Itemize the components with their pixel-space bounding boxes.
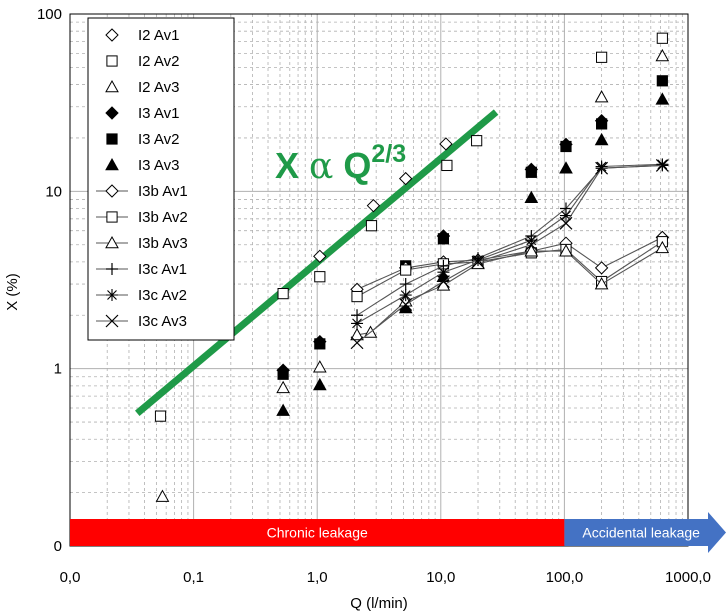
formula-alpha: α xyxy=(309,146,333,187)
data-point xyxy=(596,91,608,102)
accidental-leakage-label: Accidental leakage xyxy=(582,525,700,541)
x-tick-label: 1,0 xyxy=(307,569,328,586)
data-point xyxy=(352,291,362,301)
series-i3-av2 xyxy=(278,76,667,380)
data-point xyxy=(472,136,482,146)
formula-exponent: 2/3 xyxy=(371,140,406,168)
legend-label: I3c Av1 xyxy=(138,261,187,278)
data-point xyxy=(596,262,608,274)
data-point xyxy=(656,93,668,104)
data-point xyxy=(561,141,571,151)
series-i3b-av3 xyxy=(351,242,668,340)
data-point xyxy=(278,289,288,299)
data-point xyxy=(597,119,607,129)
data-point xyxy=(657,76,667,86)
y-tick-label: 0 xyxy=(54,538,62,555)
series-i3b-av1 xyxy=(351,231,668,295)
legend-marker xyxy=(107,212,117,222)
data-point xyxy=(400,278,412,290)
data-point xyxy=(315,272,325,282)
legend-label: I3c Av2 xyxy=(138,287,187,304)
series-i3c-av2 xyxy=(351,158,668,329)
legend-label: I3b Av2 xyxy=(138,209,188,226)
legend-label: I3b Av3 xyxy=(138,235,188,252)
legend-marker xyxy=(107,56,117,66)
data-point xyxy=(277,382,289,393)
legend-label: I2 Av3 xyxy=(138,79,179,96)
data-point xyxy=(656,50,668,61)
data-point xyxy=(155,411,165,421)
legend-label: I3 Av1 xyxy=(138,105,179,122)
data-point xyxy=(597,52,607,62)
x-tick-label: 1000,0 xyxy=(665,569,711,586)
chronic-leakage-label: Chronic leakage xyxy=(267,525,368,541)
data-point xyxy=(156,491,168,502)
data-point xyxy=(596,134,608,145)
data-point xyxy=(438,234,448,244)
legend-marker xyxy=(106,289,118,301)
legend-label: I3b Av1 xyxy=(138,183,188,200)
legend: I2 Av1 I2 Av2 I2 Av3 I3 Av1 I3 Av2 I3 Av3 I3b … xyxy=(88,18,234,340)
series-i3b-av2 xyxy=(352,237,668,302)
data-point xyxy=(596,161,608,173)
data-point xyxy=(525,192,537,203)
y-axis-label: X (%) xyxy=(4,273,21,311)
data-point xyxy=(656,158,668,170)
data-point xyxy=(277,405,289,416)
series-i3c-av3 xyxy=(351,159,668,348)
x-axis-label: Q (l/min) xyxy=(350,595,408,612)
data-point xyxy=(314,379,326,390)
x-tick-label: 10,0 xyxy=(426,569,455,586)
x-tick-label: 0,1 xyxy=(183,569,204,586)
data-point xyxy=(278,369,288,379)
data-point xyxy=(351,317,363,329)
legend-label: I2 Av2 xyxy=(138,53,179,70)
legend-label: I3 Av2 xyxy=(138,131,179,148)
data-point xyxy=(442,160,452,170)
legend-label: I3c Av3 xyxy=(138,313,187,330)
leakage-bands: Chronic leakage Accidental leakage xyxy=(70,512,726,553)
data-point xyxy=(657,33,667,43)
data-point xyxy=(366,221,376,231)
series-i3c-av1 xyxy=(351,159,668,321)
y-tick-label: 1 xyxy=(54,361,62,378)
formula-q: Q xyxy=(343,145,371,186)
data-point xyxy=(401,265,411,275)
legend-label: I3 Av3 xyxy=(138,157,179,174)
data-point xyxy=(560,162,572,173)
y-tick-label: 100 xyxy=(37,6,62,23)
formula-x: X xyxy=(275,145,299,186)
x-tick-label: 100,0 xyxy=(546,569,584,586)
data-point xyxy=(314,361,326,372)
legend-marker xyxy=(107,134,117,144)
data-point xyxy=(315,339,325,349)
x-tick-label: 0,0 xyxy=(60,569,81,586)
data-point xyxy=(526,167,536,177)
data-point xyxy=(437,266,449,278)
data-point xyxy=(400,289,412,301)
legend-label: I2 Av1 xyxy=(138,27,179,44)
y-tick-label: 10 xyxy=(45,183,62,200)
